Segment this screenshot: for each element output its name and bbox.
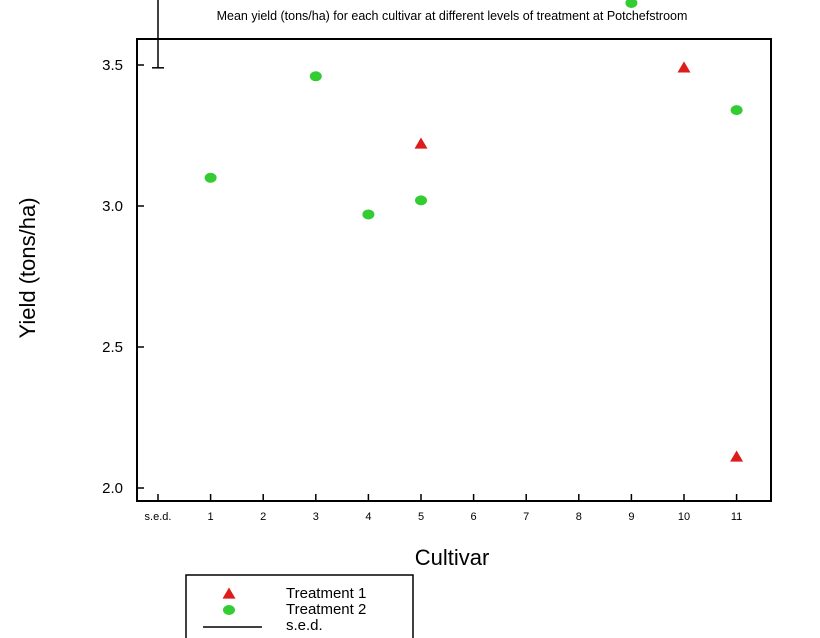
y-tick-label: 3.0 bbox=[102, 198, 123, 215]
sed-error-bar bbox=[152, 0, 164, 69]
x-tick-label: 10 bbox=[678, 511, 690, 523]
treatment-2-point bbox=[204, 172, 217, 183]
x-tick-label: 11 bbox=[731, 511, 742, 523]
treatment-2-point bbox=[309, 71, 322, 82]
legend-treatment-1-label: Treatment 1 bbox=[286, 585, 366, 602]
x-tick-label: 4 bbox=[365, 511, 371, 523]
y-tick-label: 2.5 bbox=[102, 339, 123, 356]
data-points bbox=[204, 0, 744, 462]
treatment-2-point bbox=[362, 209, 375, 220]
x-tick-label: 2 bbox=[260, 511, 266, 523]
legend-treatment-2-label: Treatment 2 bbox=[286, 601, 366, 618]
x-tick-label: 7 bbox=[523, 511, 529, 523]
x-axis-label: Cultivar bbox=[415, 545, 490, 570]
treatment-1-point bbox=[414, 137, 428, 149]
treatment-1-point bbox=[730, 450, 744, 462]
x-tick-label: 3 bbox=[313, 511, 319, 523]
plot-frame bbox=[136, 38, 772, 502]
x-axis: s.e.d. 1 2 3 4 5 6 7 8 9 10 11 bbox=[145, 494, 742, 523]
x-tick-label: 6 bbox=[471, 511, 477, 523]
x-tick-label: s.e.d. bbox=[145, 511, 172, 523]
y-axis: 2.02.53.03.54.04.55.0 bbox=[102, 57, 144, 497]
chart-title: Mean yield (tons/ha) for each cultivar a… bbox=[217, 9, 688, 23]
treatment-1-point bbox=[677, 61, 691, 73]
treatment-2-point bbox=[415, 195, 427, 206]
y-tick-label: 2.0 bbox=[102, 480, 123, 497]
x-tick-label: 5 bbox=[418, 511, 424, 523]
treatment-2-point bbox=[625, 0, 638, 8]
y-axis-label: Yield (tons/ha) bbox=[15, 197, 40, 338]
x-tick-label: 1 bbox=[208, 511, 214, 523]
x-tick-label: 8 bbox=[576, 511, 582, 523]
legend-sed-label: s.e.d. bbox=[286, 617, 323, 634]
legend-treatment-1-marker bbox=[222, 587, 236, 599]
x-tick-label: 9 bbox=[628, 511, 634, 523]
y-tick-label: 3.5 bbox=[102, 57, 123, 74]
legend-treatment-2-marker bbox=[223, 605, 235, 615]
treatment-2-point bbox=[730, 105, 743, 116]
